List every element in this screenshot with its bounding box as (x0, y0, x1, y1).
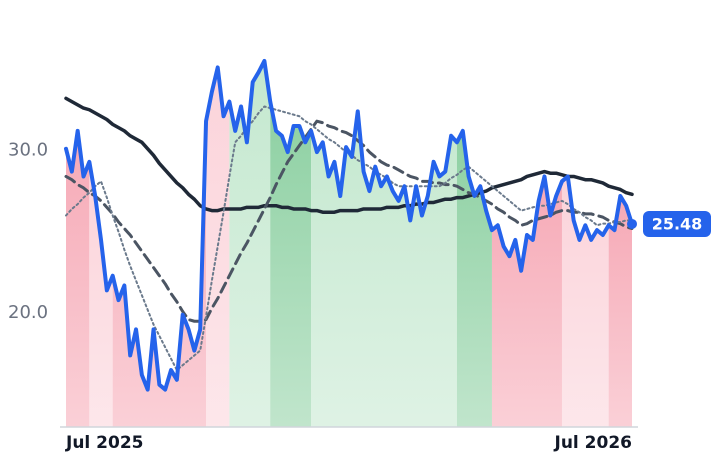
regime-band (311, 111, 457, 427)
x-tick-label: Jul 2025 (65, 433, 144, 453)
regime-band (270, 101, 312, 427)
last-value-label: 25.48 (652, 214, 703, 233)
regime-band (456, 130, 492, 427)
regime-band (229, 60, 271, 427)
regime-band (112, 121, 207, 427)
regime-band (89, 161, 113, 428)
last-value-dot (627, 218, 637, 229)
regime-band (491, 176, 562, 427)
regime-band (608, 195, 632, 427)
regime-band (561, 176, 609, 427)
last-value-badge (643, 210, 711, 237)
moving-average-line (64, 96, 634, 214)
x-tick-label: Jul 2026 (554, 433, 633, 453)
regime-band (66, 130, 90, 427)
price-line (64, 58, 634, 392)
y-tick-label: 20.0 (8, 302, 48, 323)
y-tick-label: 30.0 (8, 139, 48, 160)
